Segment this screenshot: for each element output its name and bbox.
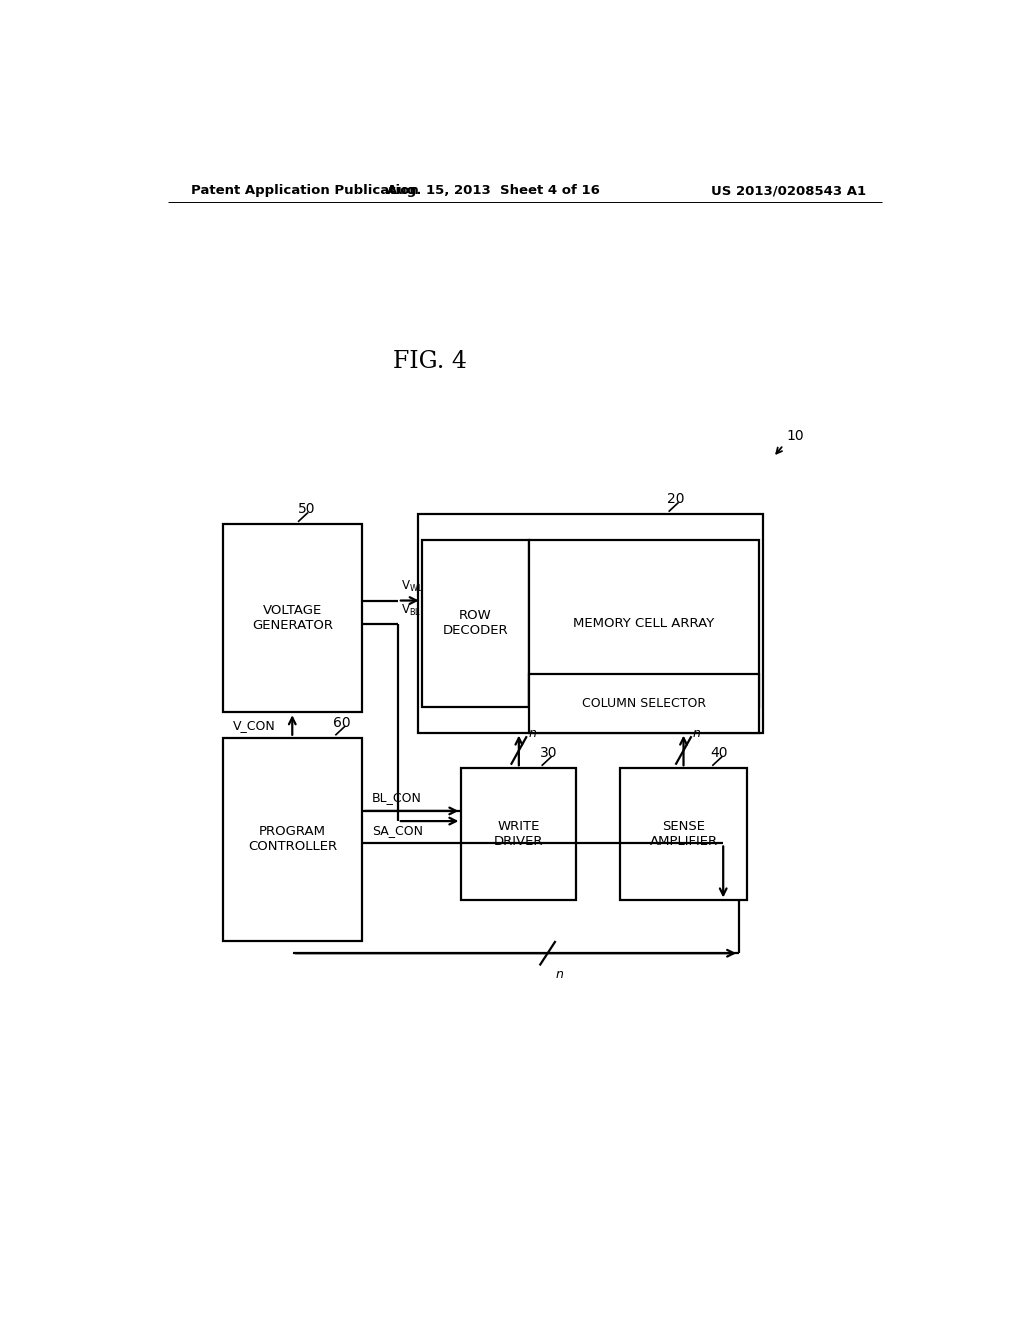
Text: VOLTAGE
GENERATOR: VOLTAGE GENERATOR xyxy=(252,605,333,632)
Text: Patent Application Publication: Patent Application Publication xyxy=(191,185,419,198)
Text: 50: 50 xyxy=(298,502,315,516)
Text: 40: 40 xyxy=(711,746,728,760)
Text: n: n xyxy=(528,727,537,741)
Text: COLUMN SELECTOR: COLUMN SELECTOR xyxy=(582,697,706,710)
Bar xyxy=(223,738,362,941)
Text: V$_{\mathsf{WL}}$: V$_{\mathsf{WL}}$ xyxy=(401,579,424,594)
Text: V_CON: V_CON xyxy=(232,718,275,731)
Text: WRITE
DRIVER: WRITE DRIVER xyxy=(495,820,544,849)
Bar xyxy=(528,673,759,733)
Text: SENSE
AMPLIFIER: SENSE AMPLIFIER xyxy=(649,820,718,849)
Text: MEMORY CELL ARRAY: MEMORY CELL ARRAY xyxy=(573,616,715,630)
Text: BL_CON: BL_CON xyxy=(372,791,422,804)
Bar xyxy=(620,768,746,900)
Text: ROW
DECODER: ROW DECODER xyxy=(442,610,508,638)
Text: SA_CON: SA_CON xyxy=(372,825,423,837)
Text: V$_{\mathsf{BL}}$: V$_{\mathsf{BL}}$ xyxy=(401,603,421,618)
Text: 30: 30 xyxy=(540,746,557,760)
Bar xyxy=(422,540,528,708)
Bar xyxy=(528,540,759,708)
Text: 20: 20 xyxy=(667,492,684,506)
Text: n: n xyxy=(556,969,563,982)
Bar xyxy=(223,524,362,713)
Text: PROGRAM
CONTROLLER: PROGRAM CONTROLLER xyxy=(248,825,337,854)
Text: 10: 10 xyxy=(786,429,804,444)
Bar xyxy=(461,768,577,900)
Text: US 2013/0208543 A1: US 2013/0208543 A1 xyxy=(711,185,866,198)
Text: Aug. 15, 2013  Sheet 4 of 16: Aug. 15, 2013 Sheet 4 of 16 xyxy=(387,185,599,198)
Text: n: n xyxy=(693,727,700,741)
Text: FIG. 4: FIG. 4 xyxy=(392,350,467,374)
Text: 60: 60 xyxy=(334,715,351,730)
Bar xyxy=(418,515,763,733)
